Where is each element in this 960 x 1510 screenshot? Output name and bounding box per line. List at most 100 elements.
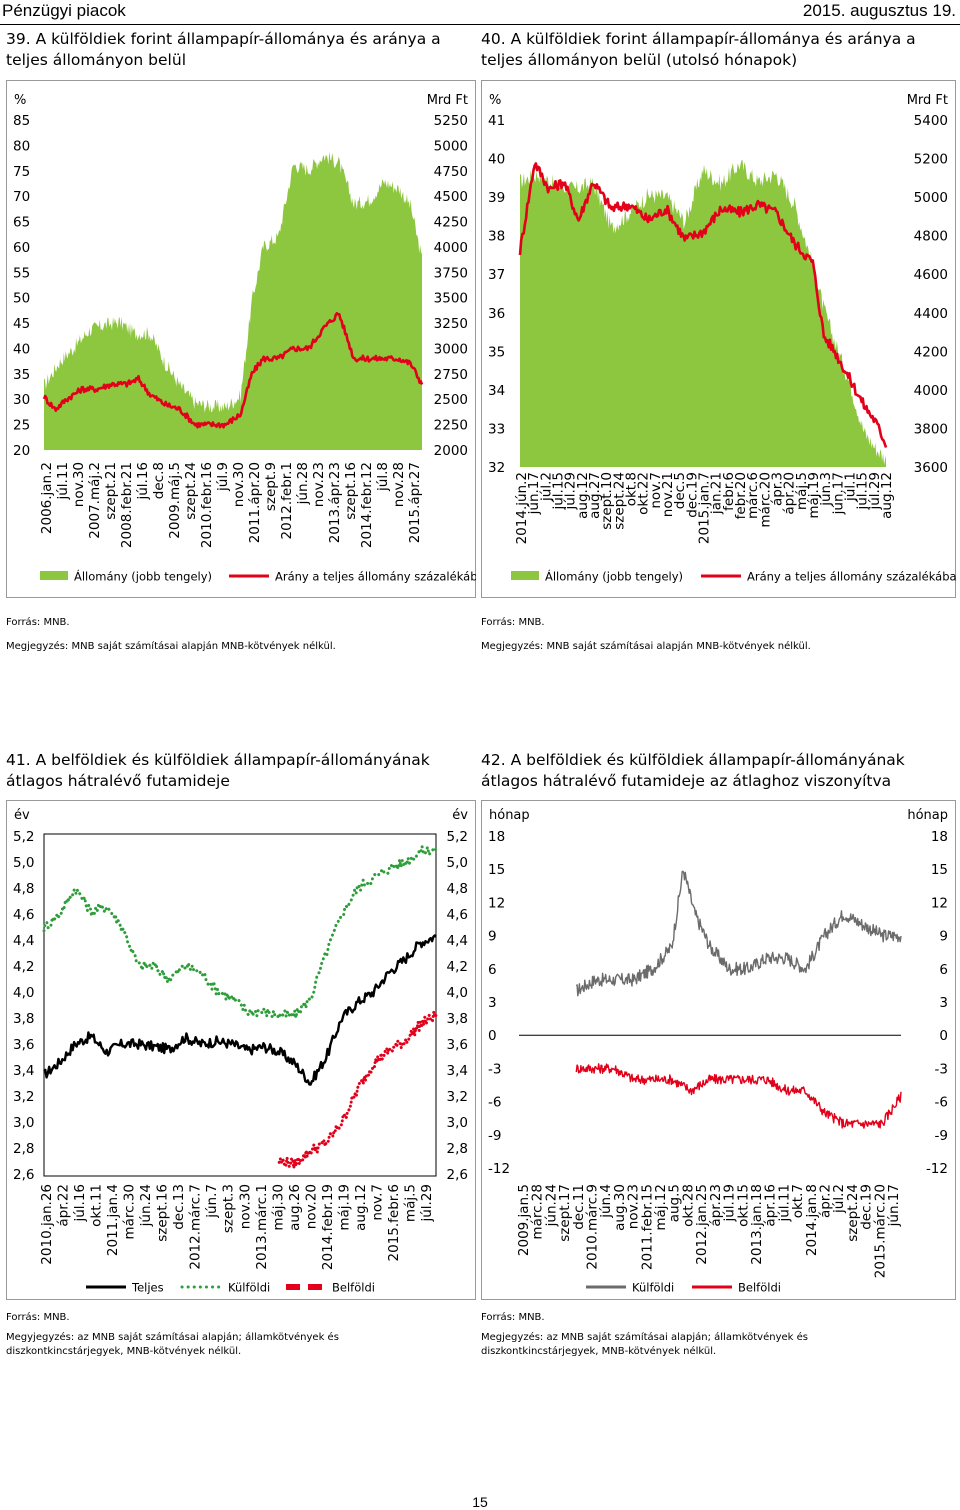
x-tick-label: nov.7: [369, 1184, 385, 1221]
series-area-1: [520, 160, 886, 467]
legend-label: Belföldi: [332, 1281, 375, 1295]
left-tick-label: 2,8: [13, 1141, 34, 1157]
left-tick-label: -3: [488, 1061, 501, 1077]
x-tick-label: máj.19: [806, 472, 822, 519]
right-tick-label: 4000: [434, 240, 468, 256]
section-title: Pénzügyi piacok: [2, 1, 126, 20]
x-tick-label: máj.19: [336, 1184, 352, 1231]
chart-41: év év 5,2 5,0 4,8 4,6 4,4 4,2 4,0 3,8 3,6 3,4 3,2 3,0…: [6, 800, 476, 1300]
right-axis-unit: év: [452, 808, 468, 823]
left-tick-label: -12: [488, 1161, 510, 1177]
x-tick-label: 2014.jan.8: [804, 1184, 820, 1256]
left-tick-label: 3: [488, 995, 497, 1011]
left-tick-label: 39: [488, 190, 505, 206]
left-tick-label: 45: [13, 316, 30, 332]
x-tick-label: jún.17: [886, 1184, 902, 1227]
x-tick-label: nov.30: [237, 1184, 253, 1229]
left-tick-label: 32: [488, 460, 505, 476]
x-tick-label: márc.20: [757, 472, 773, 528]
x-tick-label: júl.15: [855, 472, 871, 511]
x-tick-label: 2012.márc.7: [188, 1184, 204, 1270]
x-tick-label: 2015.febr.6: [386, 1184, 402, 1261]
right-tick-label: 12: [931, 895, 948, 911]
left-tick-label: 30: [13, 392, 30, 408]
x-tick-label: aug.12: [879, 472, 895, 519]
x-tick-label: 2014.febr.19: [320, 1184, 336, 1270]
left-tick-label: 4,4: [13, 933, 34, 949]
x-tick-label: aug.27: [587, 472, 603, 519]
x-tick-label: aug.12: [575, 472, 591, 519]
right-axis-unit: hónap: [907, 808, 948, 823]
right-tick-label: 4,6: [447, 907, 468, 923]
x-tick-label: dec.13: [171, 1184, 187, 1230]
x-tick-label: dec.19: [684, 472, 700, 518]
right-tick-label: 5000: [914, 190, 948, 206]
chart-42: hónap hónap 18 15 12 9 6 3 0 -3 -6 -9 -12 18 15 12 9 6 3 0 -…: [481, 800, 956, 1300]
x-tick-label: júl.29: [867, 472, 883, 511]
right-tick-label: 0: [939, 1028, 948, 1044]
left-tick-label: 33: [488, 421, 505, 437]
x-tick-label: szept.17: [557, 1184, 573, 1242]
x-tick-label: 2010.febr.16: [199, 462, 215, 548]
x-tick-label: szept.16: [155, 1184, 171, 1242]
right-tick-label: 15: [931, 862, 948, 878]
left-tick-label: 4,0: [13, 985, 34, 1001]
right-tick-label: 2,6: [447, 1167, 468, 1183]
right-tick-label: 5,0: [447, 855, 468, 871]
x-tick-label: 2014.jún.2: [514, 472, 530, 544]
x-tick-label: jún.7: [204, 1184, 220, 1219]
x-tick-label: dec.8: [151, 462, 167, 499]
x-tick-label: szept.21: [103, 462, 119, 520]
left-tick-label: 3,6: [13, 1037, 34, 1053]
x-tick-label: nov.23: [311, 462, 327, 507]
x-tick-label: 2011.febr.15: [639, 1184, 655, 1270]
chart-39-note: Megjegyzés: MNB saját számításai alapján…: [6, 641, 336, 652]
left-tick-label: 40: [13, 341, 30, 357]
right-tick-label: 4750: [434, 164, 468, 180]
right-tick-label: 4000: [914, 383, 948, 399]
x-tick-label: márc.6: [745, 472, 761, 519]
left-tick-label: 18: [488, 829, 505, 845]
x-tick-label: 2015.jan.7: [697, 472, 713, 544]
x-tick-label: aug.30: [612, 1184, 628, 1231]
chart-40-title: 40. A külföldiek forint állampapír-állom…: [481, 30, 916, 69]
x-tick-label: okt.8: [624, 472, 640, 506]
x-tick-label: jún.28: [295, 462, 311, 505]
right-tick-label: -6: [935, 1095, 948, 1111]
series-line-2: [42, 844, 438, 1020]
x-tick-label: nov.28: [391, 462, 407, 507]
x-tick-label: 2012.febr.1: [279, 462, 295, 539]
x-tick-label: nov.30: [71, 462, 87, 507]
left-tick-label: 5,0: [13, 855, 34, 871]
right-tick-label: 4800: [914, 229, 948, 245]
left-tick-label: 85: [13, 113, 30, 129]
chart-39-title: 39. A külföldiek forint állampapír-állom…: [6, 30, 441, 69]
right-tick-label: -12: [926, 1161, 948, 1177]
x-tick-label: febr.6: [721, 472, 737, 511]
x-tick-label: júl.16: [135, 462, 151, 501]
x-tick-label: máj.5: [403, 1184, 419, 1222]
left-tick-label: 4,2: [13, 959, 34, 975]
left-tick-label: 4,8: [13, 881, 34, 897]
right-tick-label: 2750: [434, 367, 468, 383]
chart-40-source: Forrás: MNB.: [481, 617, 545, 628]
series-line-2: [42, 312, 424, 429]
chart-39: % Mrd Ft 85 80 75 70 65 60 55 50 45 40 35 30 25 20 5250 5…: [6, 80, 476, 598]
left-tick-label: 37: [488, 267, 505, 283]
left-tick-label: 55: [13, 265, 30, 281]
x-tick-label: júl.29: [419, 1184, 435, 1223]
right-tick-label: 2,8: [447, 1141, 468, 1157]
legend-label: Arány a teljes állomány százalékában: [275, 570, 476, 584]
plot-area: [43, 833, 437, 1177]
x-tick-label: jún.4: [598, 1184, 614, 1219]
right-tick-label: 9: [939, 929, 948, 945]
left-axis-unit: hónap: [489, 808, 530, 823]
right-tick-label: 3000: [434, 341, 468, 357]
x-tick-label: jún.17: [526, 472, 542, 515]
x-tick-label: okt.15: [735, 1184, 751, 1227]
right-tick-label: 4600: [914, 267, 948, 283]
x-tick-label: 2011.jan.4: [105, 1184, 121, 1256]
left-tick-label: 75: [13, 164, 30, 180]
left-tick-label: 2,6: [13, 1167, 34, 1183]
legend-label: Külföldi: [228, 1281, 270, 1295]
